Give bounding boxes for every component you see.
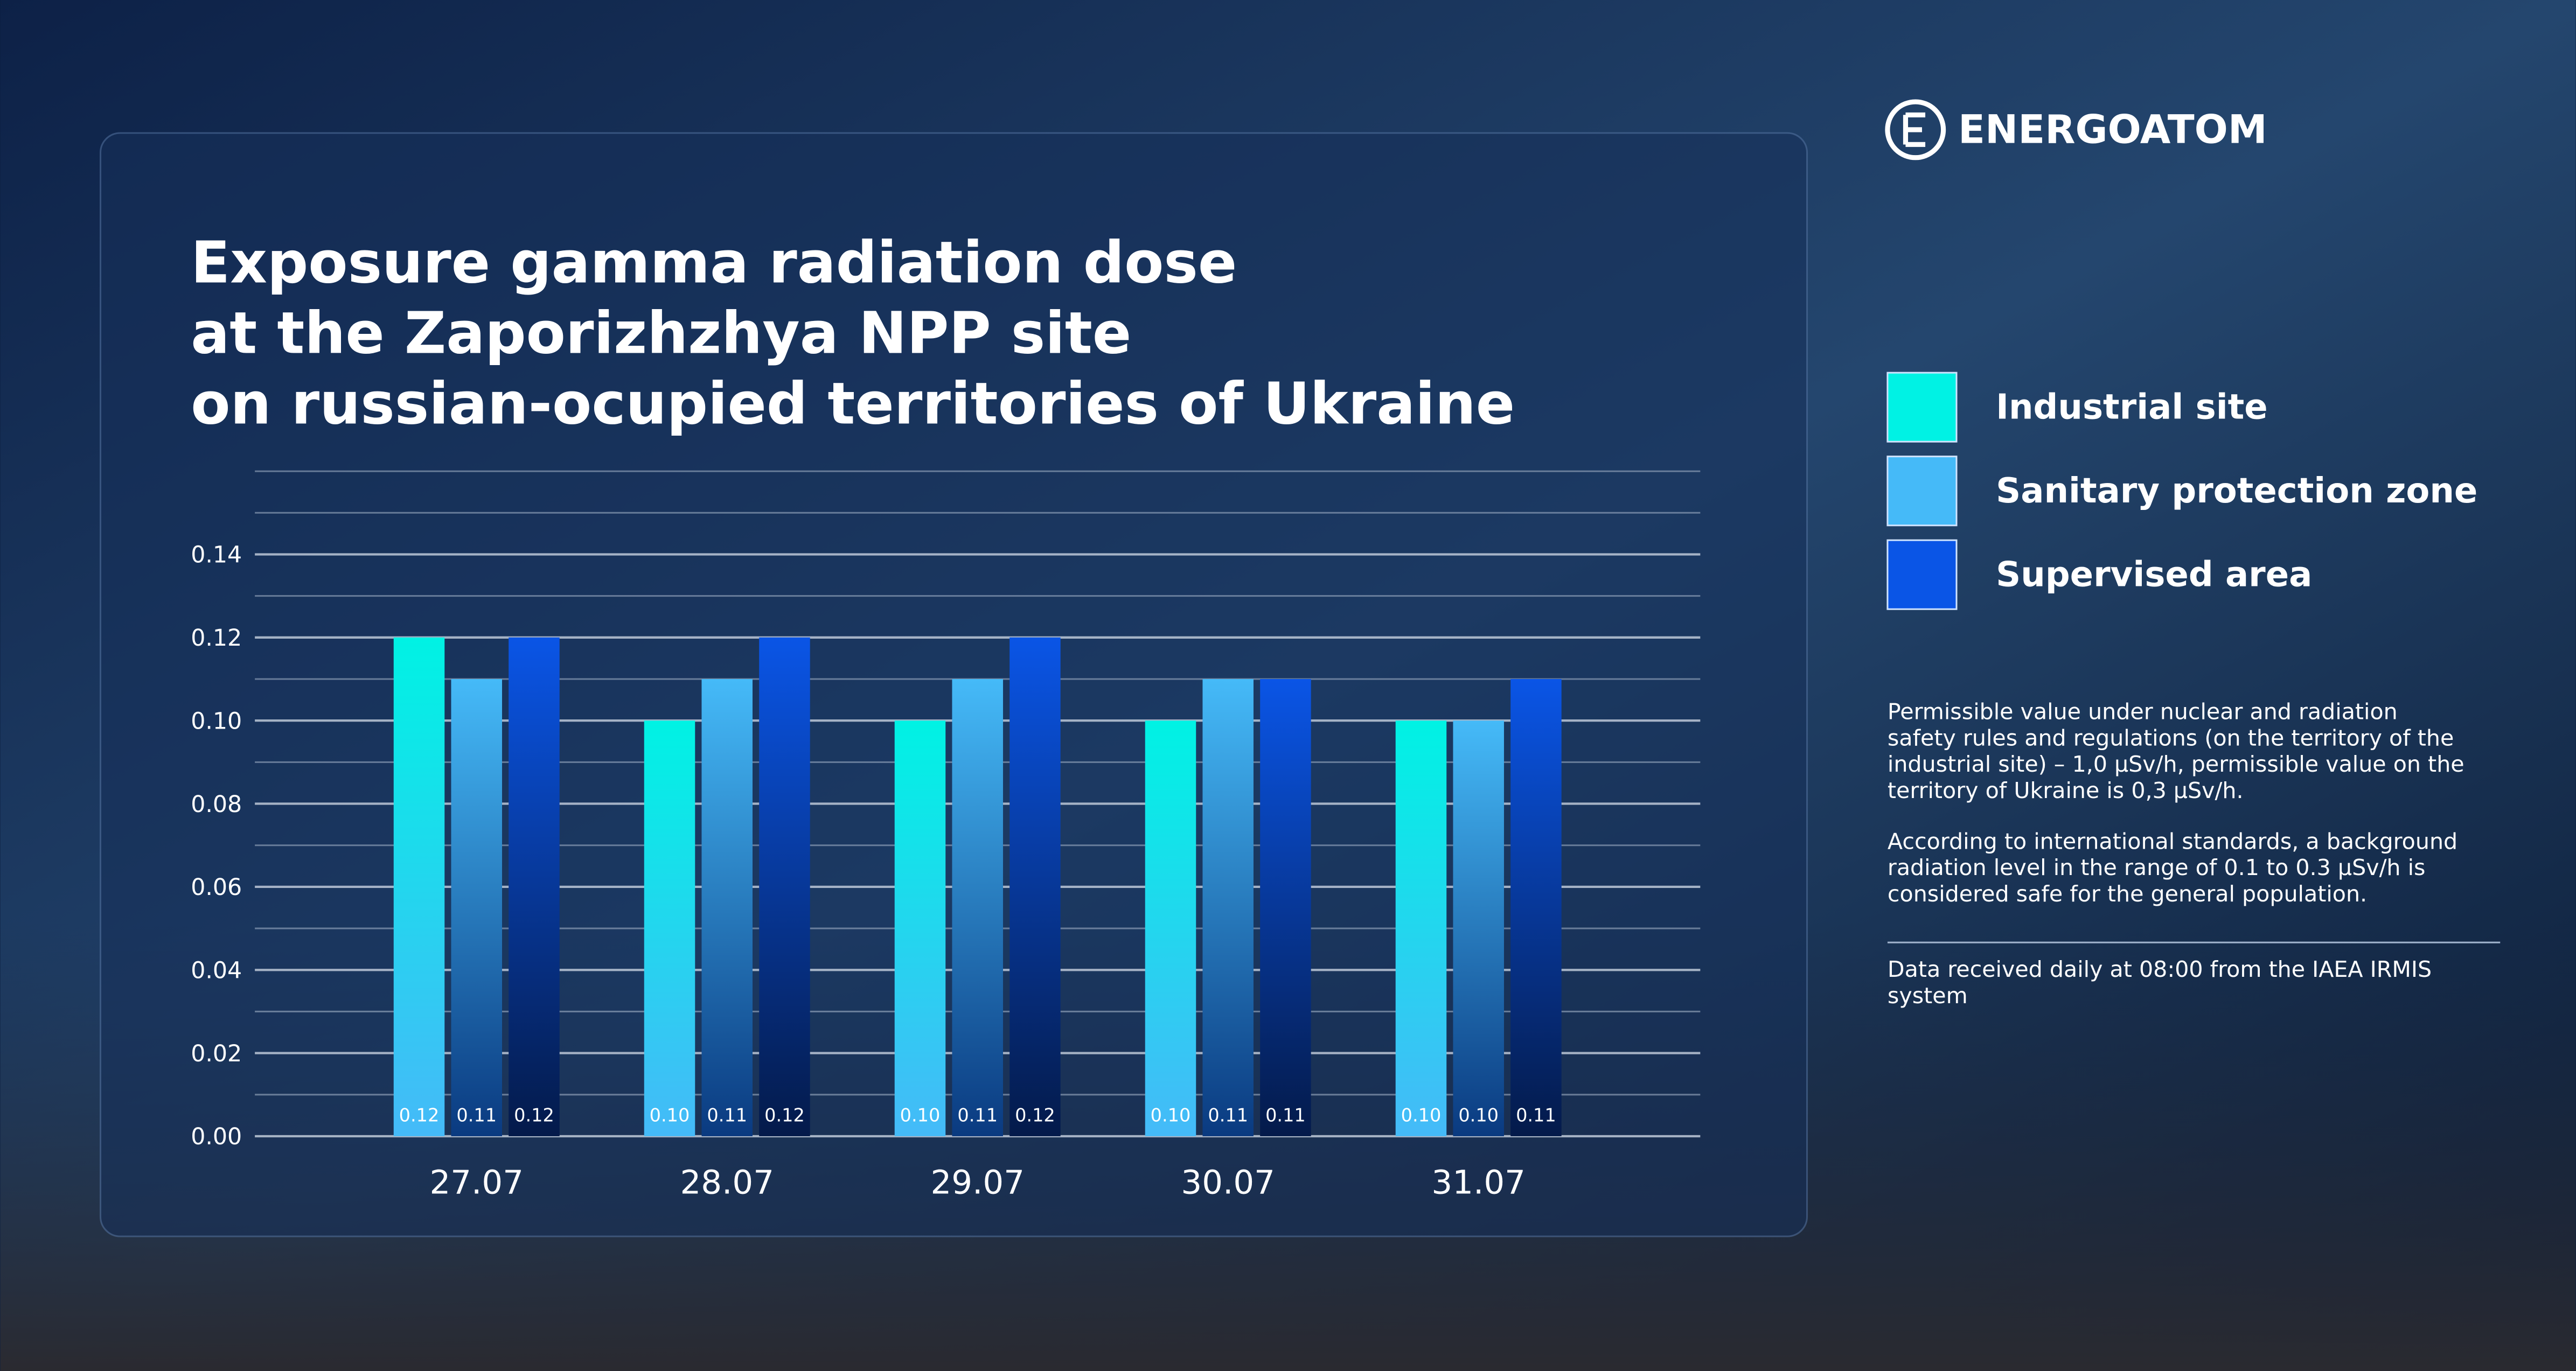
- y-tick-label: 0.04: [191, 957, 242, 984]
- bar: [1202, 678, 1254, 1136]
- bar-value-label: 0.10: [1401, 1105, 1442, 1126]
- legend-swatch: [1886, 372, 1958, 443]
- y-tick-label: 0.14: [191, 542, 242, 569]
- brand: ENERGOATOM: [1958, 107, 2267, 152]
- logo-icon: [1885, 99, 1946, 160]
- x-tick-label: 30.07: [1181, 1164, 1275, 1202]
- x-tick-label: 27.07: [429, 1164, 524, 1202]
- bar-value-label: 0.11: [707, 1105, 747, 1126]
- note-text: territory of Ukraine is 0,3 μSv/h.: [1888, 778, 2244, 803]
- bar: [701, 678, 753, 1136]
- bar: [1510, 678, 1562, 1136]
- bar: [1453, 721, 1504, 1136]
- x-tick-label: 28.07: [680, 1164, 774, 1202]
- note-text: industrial site) – 1,0 μSv/h, permissibl…: [1888, 751, 2464, 777]
- y-tick-label: 0.08: [191, 791, 242, 818]
- bar-value-label: 0.12: [764, 1105, 805, 1126]
- bar: [1260, 678, 1311, 1136]
- y-tick-label: 0.10: [191, 708, 242, 735]
- bar-value-label: 0.11: [957, 1105, 998, 1126]
- y-tick-label: 0.06: [191, 874, 242, 901]
- bar-value-label: 0.11: [1208, 1105, 1248, 1126]
- bar: [1145, 721, 1196, 1136]
- legend-swatch: [1886, 456, 1958, 527]
- chart-title: on russian-ocupied territories of Ukrain…: [191, 371, 1515, 438]
- note-text: Data received daily at 08:00 from the IA…: [1888, 956, 2432, 982]
- bar: [759, 637, 810, 1136]
- bar-value-label: 0.10: [650, 1105, 690, 1126]
- bar: [393, 637, 445, 1136]
- bar: [509, 637, 560, 1136]
- bar-value-label: 0.10: [900, 1105, 941, 1126]
- note-text: According to international standards, a …: [1888, 828, 2457, 854]
- bar: [1009, 637, 1061, 1136]
- bar-value-label: 0.11: [456, 1105, 497, 1126]
- x-tick-label: 31.07: [1431, 1164, 1526, 1202]
- bar-value-label: 0.11: [1265, 1105, 1306, 1126]
- logo-mark: [1903, 112, 1926, 147]
- bar: [644, 721, 695, 1136]
- bar: [952, 678, 1003, 1136]
- bar-value-label: 0.12: [1015, 1105, 1055, 1126]
- legend-label: Industrial site: [1996, 388, 2267, 428]
- bar: [1395, 721, 1447, 1136]
- bar: [894, 721, 946, 1136]
- bar-value-label: 0.10: [1458, 1105, 1499, 1126]
- bar-value-label: 0.12: [514, 1105, 554, 1126]
- bar-value-label: 0.10: [1151, 1105, 1191, 1126]
- note-text: considered safe for the general populati…: [1888, 881, 2367, 907]
- bar-value-label: 0.12: [399, 1105, 440, 1126]
- chart-title: at the Zaporizhzhya NPP site: [191, 300, 1131, 367]
- legend-swatch: [1886, 539, 1958, 610]
- note-text: system: [1888, 983, 1968, 1009]
- note-text: radiation level in the range of 0.1 to 0…: [1888, 855, 2426, 880]
- note-text: Permissible value under nuclear and radi…: [1888, 699, 2398, 725]
- bar-value-label: 0.11: [1516, 1105, 1556, 1126]
- x-tick-label: 29.07: [930, 1164, 1025, 1202]
- legend-label: Supervised area: [1996, 555, 2312, 595]
- legend-label: Sanitary protection zone: [1996, 471, 2477, 511]
- note-text: safety rules and regulations (on the ter…: [1888, 725, 2454, 751]
- y-tick-label: 0.02: [191, 1040, 242, 1067]
- y-tick-label: 0.12: [191, 625, 242, 652]
- y-tick-label: 0.00: [191, 1123, 242, 1150]
- bar: [451, 678, 503, 1136]
- chart-title: Exposure gamma radiation dose: [191, 229, 1237, 296]
